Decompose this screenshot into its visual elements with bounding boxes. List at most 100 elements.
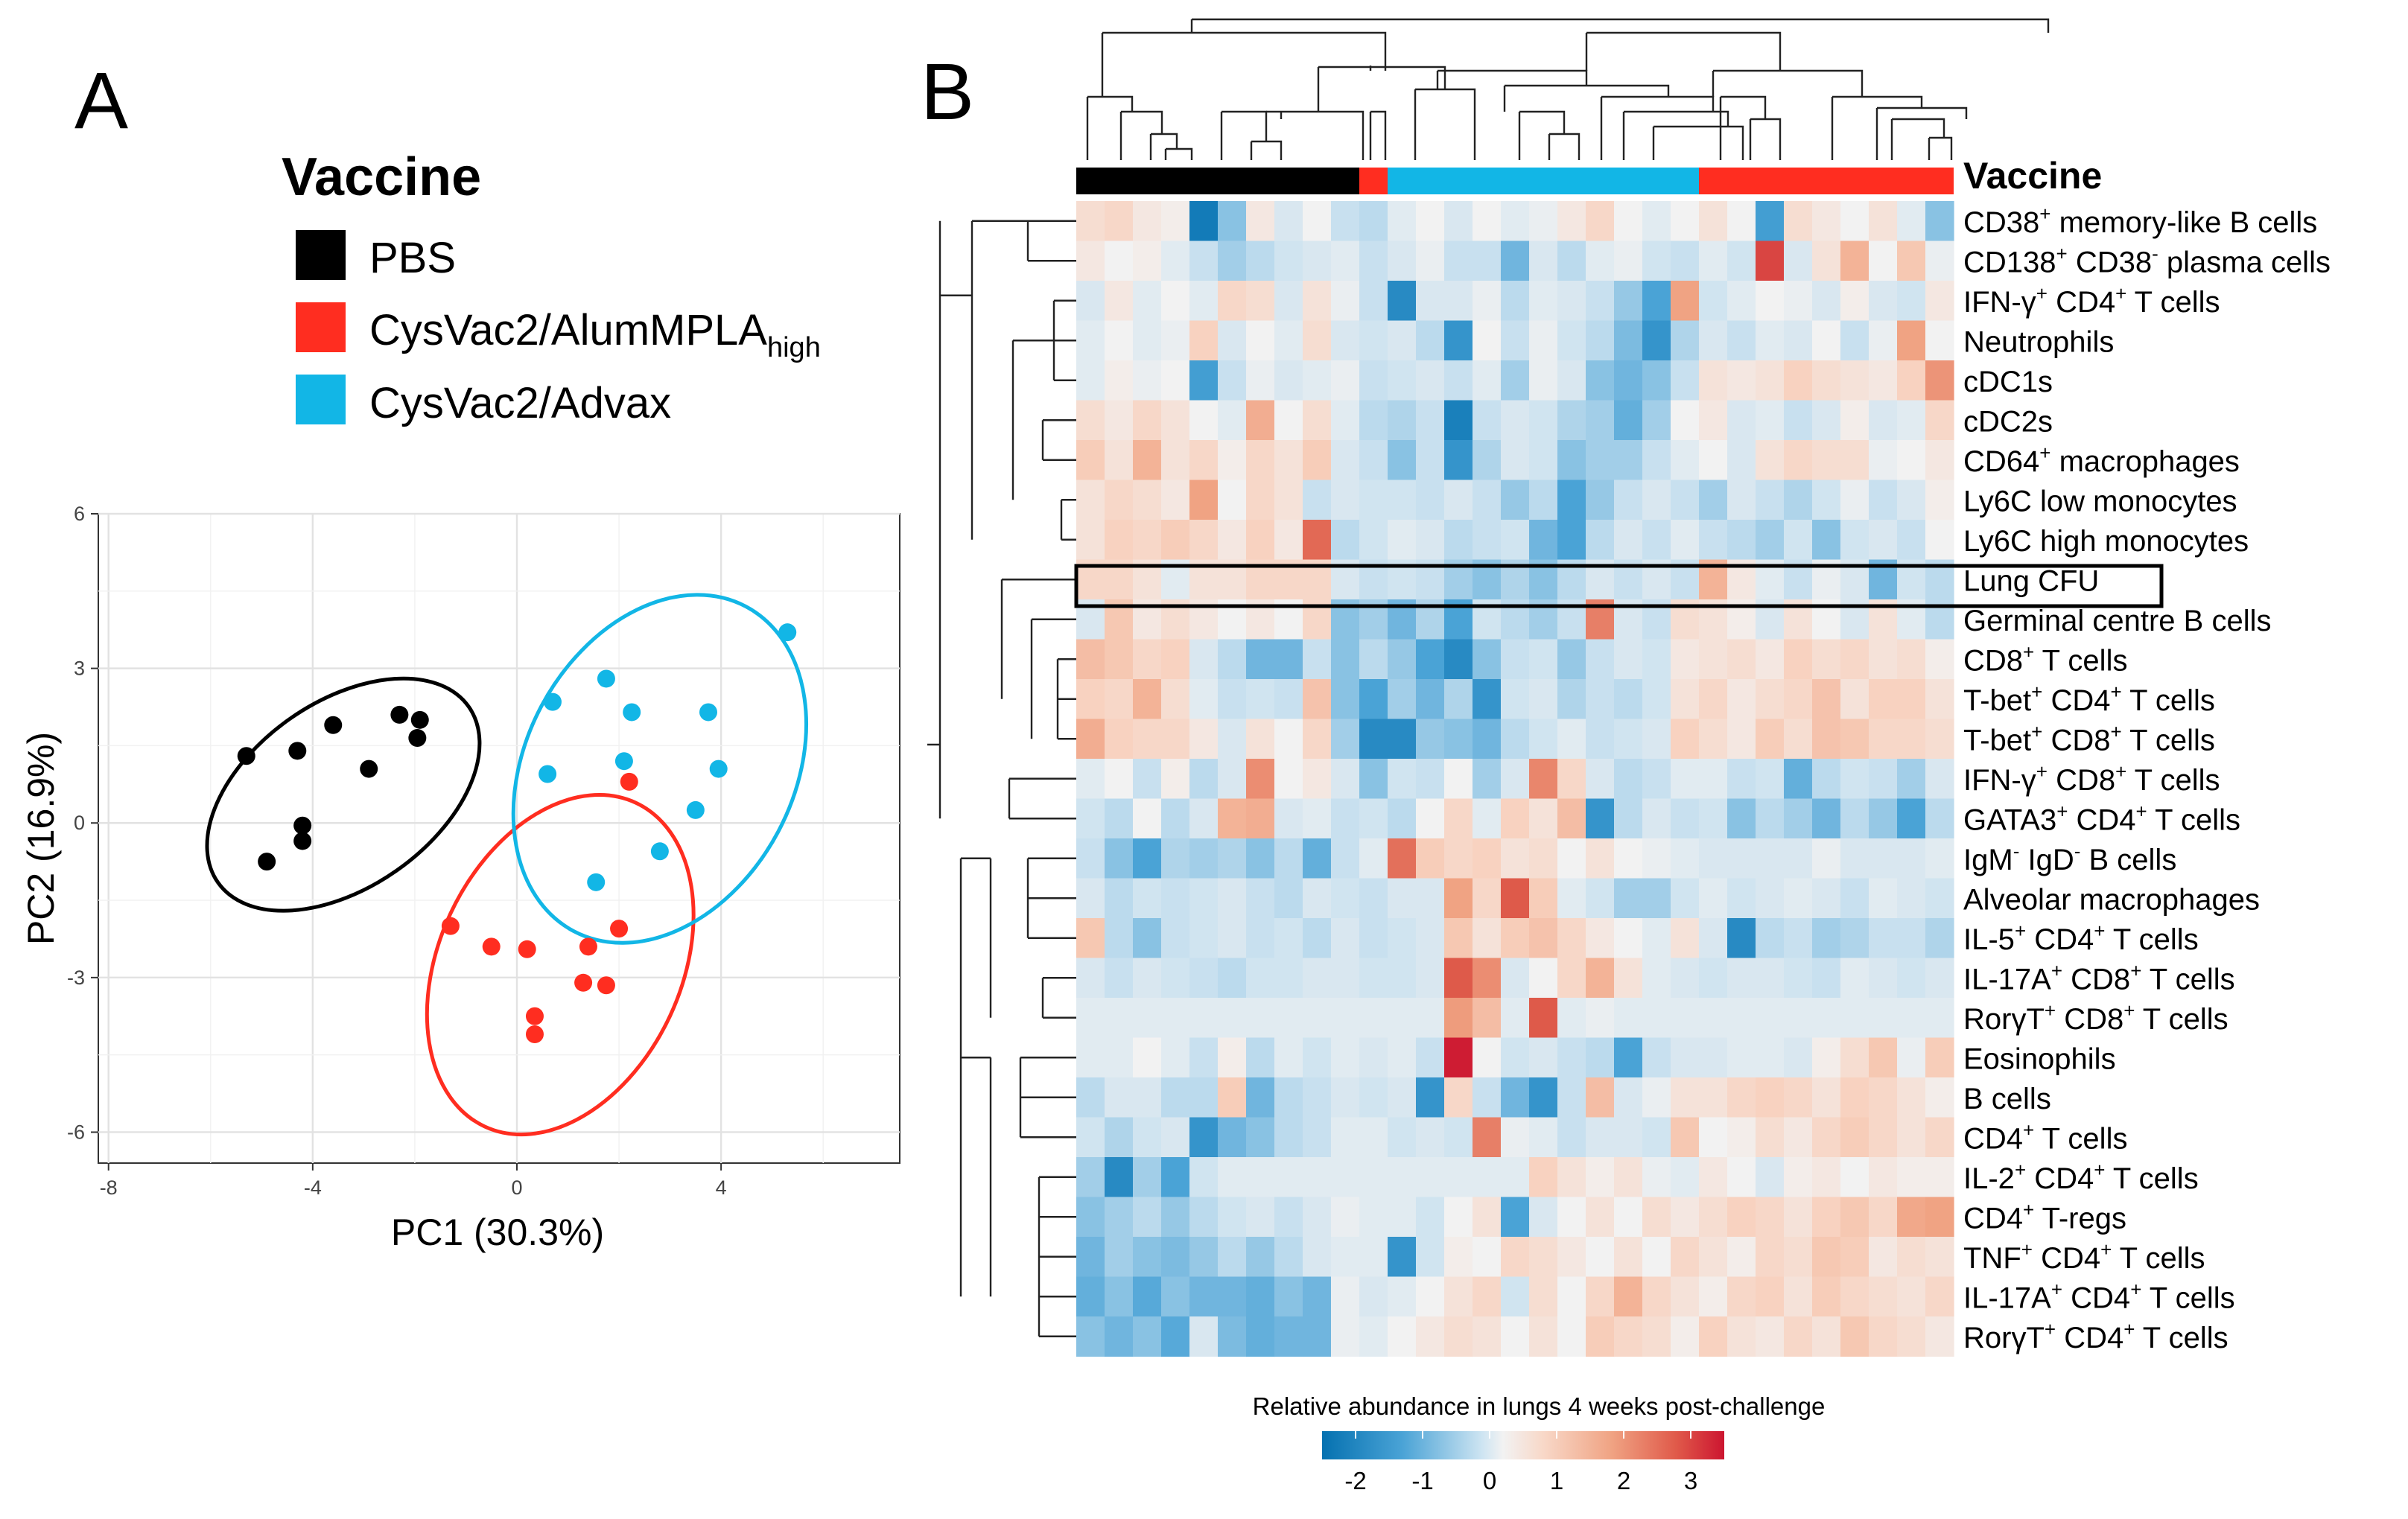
pca-x-axis-label: PC1 (30.3%) — [391, 1211, 604, 1253]
heatmap-cell — [1897, 1077, 1926, 1118]
heatmap-cell — [1359, 719, 1388, 760]
heatmap-cell — [1218, 1117, 1247, 1158]
legend-label-alummpla-sub: high — [767, 332, 821, 363]
heatmap-cell — [1473, 838, 1502, 879]
heatmap-cell — [1473, 719, 1502, 760]
heatmap-cell — [1784, 480, 1813, 520]
heatmap-cell — [1727, 1157, 1756, 1198]
heatmap-cell — [1444, 440, 1473, 481]
heatmap-cell — [1133, 1117, 1162, 1158]
heatmap-cell — [1416, 440, 1445, 481]
heatmap-cell — [1925, 520, 1954, 561]
heatmap-cell — [1246, 1276, 1275, 1317]
heatmap-cell — [1416, 918, 1445, 959]
heatmap-cell — [1699, 201, 1728, 242]
heatmap-cell — [1105, 1037, 1134, 1078]
legend-swatch-pbs — [296, 230, 346, 280]
heatmap-cell — [1699, 480, 1728, 520]
heatmap-cell — [1671, 958, 1700, 999]
heatmap-cell — [1614, 998, 1643, 1039]
heatmap-cell — [1925, 360, 1954, 401]
heatmap-cell — [1444, 480, 1473, 520]
heatmap-cell — [1388, 639, 1417, 680]
heatmap-cell — [1189, 1117, 1219, 1158]
column-dendrogram-branch — [1369, 110, 1387, 160]
heatmap-cell — [1105, 1276, 1134, 1317]
heatmap-cell — [1897, 719, 1926, 760]
heatmap-cell — [1812, 998, 1841, 1039]
row-dendrogram-branch — [1026, 857, 1076, 939]
heatmap-cell — [1812, 1197, 1841, 1238]
heatmap-cell — [1840, 360, 1869, 401]
heatmap-cell — [1557, 639, 1586, 680]
heatmap-cell — [1586, 719, 1615, 760]
heatmap-cell — [1331, 639, 1360, 680]
heatmap-cell — [1189, 878, 1219, 919]
heatmap-cell — [1274, 679, 1303, 720]
heatmap-cell — [1274, 1077, 1303, 1118]
heatmap-cell — [1473, 360, 1502, 401]
vaccine-group-segment — [1076, 168, 1359, 194]
row-dendrogram-branch — [1041, 419, 1076, 461]
heatmap-cell — [1246, 759, 1275, 800]
heatmap-cell — [1812, 639, 1841, 680]
heatmap-cell — [1501, 241, 1530, 281]
heatmap-cell — [1444, 1276, 1473, 1317]
heatmap-cell — [1614, 838, 1643, 879]
heatmap-cell — [1529, 1117, 1558, 1158]
heatmap-cell — [1105, 838, 1134, 879]
pca-y-tick-label: -3 — [67, 967, 85, 989]
heatmap-cell — [1189, 838, 1219, 879]
heatmap-cell — [1812, 1077, 1841, 1118]
legend-title: Vaccine — [282, 147, 481, 207]
heatmap-cell — [1218, 878, 1247, 919]
heatmap-cell — [1444, 838, 1473, 879]
heatmap-cell — [1105, 1157, 1134, 1198]
heatmap-cell — [1869, 878, 1898, 919]
heatmap-cell — [1897, 360, 1926, 401]
heatmap-cell — [1303, 440, 1332, 481]
heatmap-cell — [1444, 759, 1473, 800]
heatmap-cell — [1642, 998, 1671, 1039]
heatmap-cell — [1246, 1197, 1275, 1238]
heatmap-cell — [1303, 639, 1332, 680]
heatmap-cell — [1727, 400, 1756, 441]
heatmap-cell — [1529, 201, 1558, 242]
heatmap-cell — [1501, 918, 1530, 959]
heatmap-cell — [1359, 998, 1388, 1039]
heatmap-cell — [1444, 520, 1473, 561]
heatmap-cell — [1925, 480, 1954, 520]
colorbar-tick-label: 3 — [1684, 1467, 1697, 1494]
heatmap-cell — [1076, 1276, 1105, 1317]
heatmap-cell — [1444, 798, 1473, 839]
heatmap-cell — [1614, 639, 1643, 680]
heatmap-cell — [1218, 719, 1247, 760]
heatmap-cell — [1529, 520, 1558, 561]
heatmap-cell — [1473, 1316, 1502, 1357]
heatmap-cell — [1274, 719, 1303, 760]
heatmap-cell — [1699, 1037, 1728, 1078]
colorbar-tick-label: -1 — [1411, 1467, 1433, 1494]
pca-point-2 — [686, 800, 705, 819]
heatmap-cell — [1586, 201, 1615, 242]
pca-point-0 — [324, 716, 343, 734]
heatmap-cell — [1529, 241, 1558, 281]
heatmap-cell — [1359, 440, 1388, 481]
heatmap-cell — [1784, 201, 1813, 242]
heatmap-cell — [1869, 719, 1898, 760]
heatmap-cell — [1331, 480, 1360, 520]
heatmap-cell — [1416, 1197, 1445, 1238]
heatmap-cell — [1897, 838, 1926, 879]
heatmap-cell — [1359, 1237, 1388, 1278]
heatmap-cell — [1869, 639, 1898, 680]
heatmap-cell — [1756, 201, 1785, 242]
heatmap-cell — [1274, 400, 1303, 441]
heatmap-cell — [1925, 679, 1954, 720]
heatmap-cell — [1840, 1117, 1869, 1158]
pca-y-tick-label: -6 — [67, 1121, 85, 1143]
row-label: IL-17A+ CD4+ T cells — [1963, 1278, 2235, 1314]
heatmap-cell — [1812, 281, 1841, 322]
heatmap-cell — [1727, 201, 1756, 242]
heatmap-cell — [1897, 1157, 1926, 1198]
heatmap-cell — [1388, 241, 1417, 281]
